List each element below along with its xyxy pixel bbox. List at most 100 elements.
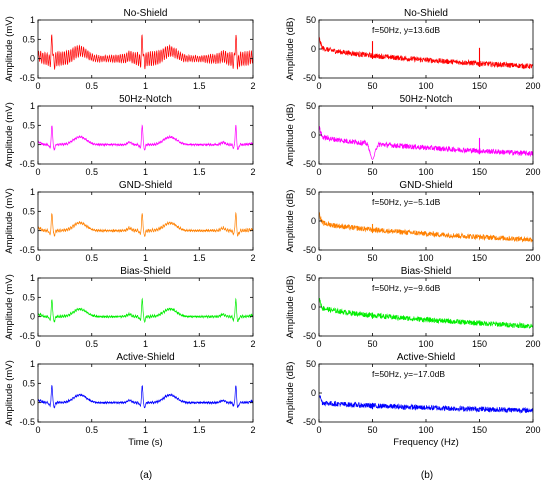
- y-axis-label: Amplitude (mV): [4, 274, 15, 339]
- series-line: [38, 211, 253, 238]
- x-tick-label: 0: [35, 253, 40, 263]
- y-tick-label: 50: [306, 359, 316, 369]
- y-tick-label: 1: [30, 101, 35, 111]
- y-tick-label: 0.5: [22, 120, 35, 130]
- panel-title: Active-Shield: [116, 352, 174, 363]
- y-axis-label: Amplitude (mV): [4, 360, 15, 425]
- y-axis-label: Amplitude (mV): [4, 102, 15, 167]
- x-tick-label: 0: [316, 81, 321, 91]
- panel-title: GND-Shield: [119, 180, 172, 191]
- x-tick-label: 50: [367, 253, 377, 263]
- y-tick-label: -0.5: [19, 73, 35, 83]
- x-tick-label: 200: [525, 253, 540, 263]
- y-tick-label: 50: [306, 101, 316, 111]
- series-line: [38, 385, 253, 409]
- x-tick-label: 0: [316, 253, 321, 263]
- x-tick-label: 200: [525, 425, 540, 435]
- axes-frame: [37, 277, 254, 337]
- series-line: [319, 212, 533, 243]
- x-tick-label: 0.5: [85, 253, 98, 263]
- x-tick-label: 1: [143, 425, 148, 435]
- panel-title: 50Hz-Notch: [400, 94, 453, 105]
- y-tick-label: -50: [303, 331, 316, 341]
- x-tick-label: 50: [367, 425, 377, 435]
- panel-title: No-Shield: [124, 8, 168, 19]
- y-tick-label: 0: [30, 140, 35, 150]
- peak-annotation: f=50Hz, y=−9.6dB: [372, 283, 441, 293]
- x-tick-label: 200: [525, 81, 540, 91]
- x-tick-label: 0: [316, 339, 321, 349]
- x-tick-label: 0.5: [85, 81, 98, 91]
- y-tick-label: -50: [303, 159, 316, 169]
- panel-title: 50Hz-Notch: [119, 94, 172, 105]
- y-tick-label: -0.5: [19, 417, 35, 427]
- x-tick-label: 1: [143, 81, 148, 91]
- x-tick-label: 100: [418, 425, 433, 435]
- y-axis-label: Amplitude (mV): [4, 16, 15, 81]
- y-axis-label: Amplitude (dB): [285, 362, 296, 425]
- x-tick-label: 50: [367, 81, 377, 91]
- y-tick-label: 0.5: [22, 34, 35, 44]
- x-tick-label: 2: [250, 253, 255, 263]
- series-line: [319, 125, 533, 160]
- peak-annotation: f=50Hz, y=−17.0dB: [372, 369, 445, 379]
- y-tick-label: 0: [311, 130, 316, 140]
- series-line: [38, 297, 253, 324]
- x-tick-label: 100: [418, 339, 433, 349]
- axes-frame: [318, 105, 534, 165]
- y-tick-label: 0.5: [22, 206, 35, 216]
- x-tick-label: 1.5: [193, 167, 206, 177]
- x-tick-label: 0: [316, 167, 321, 177]
- y-tick-label: -50: [303, 73, 316, 83]
- x-tick-label: 200: [525, 339, 540, 349]
- y-tick-label: 0.5: [22, 292, 35, 302]
- y-tick-label: 0: [311, 388, 316, 398]
- y-axis-label: Amplitude (mV): [4, 188, 15, 253]
- y-tick-label: -0.5: [19, 245, 35, 255]
- y-tick-label: 50: [306, 187, 316, 197]
- x-tick-label: 0.5: [85, 339, 98, 349]
- x-tick-label: 0: [35, 425, 40, 435]
- peak-annotation: f=50Hz, y=−5.1dB: [372, 197, 441, 207]
- x-axis-label: Time (s): [128, 437, 162, 448]
- y-tick-label: -0.5: [19, 159, 35, 169]
- y-tick-label: 1: [30, 15, 35, 25]
- y-tick-label: 0: [30, 312, 35, 322]
- x-tick-label: 2: [250, 167, 255, 177]
- x-tick-label: 0.5: [85, 425, 98, 435]
- x-tick-label: 2: [250, 425, 255, 435]
- x-tick-label: 0: [35, 81, 40, 91]
- x-tick-label: 1: [143, 339, 148, 349]
- panel-title: No-Shield: [404, 8, 448, 19]
- y-axis-label: Amplitude (dB): [285, 104, 296, 167]
- y-tick-label: 0: [30, 398, 35, 408]
- series-line: [319, 36, 533, 70]
- caption-left: (a): [140, 470, 152, 481]
- caption-right: (b): [421, 470, 433, 481]
- y-tick-label: 0: [311, 302, 316, 312]
- x-tick-label: 1: [143, 253, 148, 263]
- x-tick-label: 2: [250, 81, 255, 91]
- x-tick-label: 1.5: [193, 253, 206, 263]
- y-tick-label: 1: [30, 273, 35, 283]
- panel-time-4: 0 0.5 1 1.5 2-0.500.51Active-ShieldAmplitude…: [4, 352, 256, 448]
- x-tick-label: 100: [418, 253, 433, 263]
- series-line: [319, 394, 533, 414]
- x-tick-label: 1: [143, 167, 148, 177]
- x-tick-label: 0.5: [85, 167, 98, 177]
- x-tick-label: 150: [472, 81, 487, 91]
- x-tick-label: 150: [472, 339, 487, 349]
- axes-frame: [37, 105, 254, 165]
- x-tick-label: 50: [367, 167, 377, 177]
- y-axis-label: Amplitude (dB): [285, 190, 296, 253]
- x-tick-label: 2: [250, 339, 255, 349]
- x-tick-label: 0: [316, 425, 321, 435]
- series-line: [38, 124, 253, 152]
